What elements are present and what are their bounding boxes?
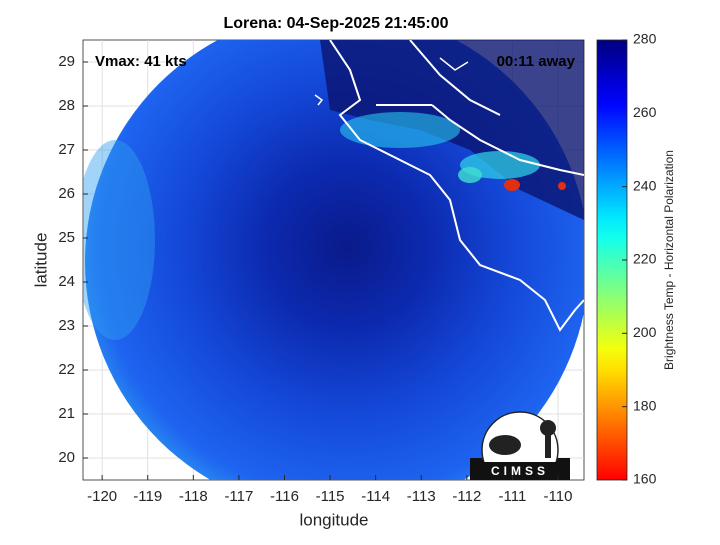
x-tick-label: -114 (361, 488, 390, 505)
edge-band (83, 140, 155, 340)
chart-title: Lorena: 04-Sep-2025 21:45:00 (224, 15, 449, 32)
coastline (329, 40, 584, 332)
x-tick-label: -120 (87, 488, 117, 505)
y-tick-label: 22 (58, 361, 75, 378)
y-tick-label: 20 (58, 449, 75, 466)
x-axis-label: longitude (299, 510, 368, 529)
logo-text: CIMSS (491, 464, 549, 478)
y-tick-label: 26 (58, 185, 75, 202)
y-axis-label: latitude (31, 233, 50, 288)
y-tick-label: 23 (58, 317, 75, 334)
imagery: CIMSS (83, 40, 584, 480)
coastline (376, 40, 584, 176)
colorbar-tick-label: 200 (633, 324, 657, 340)
x-tick-label: -111 (499, 488, 527, 505)
x-tick-label: -118 (179, 488, 208, 505)
annotation: 00:11 away (497, 53, 576, 70)
x-tick-label: -116 (270, 488, 299, 505)
hot-spot (504, 179, 520, 191)
warm-patch (340, 112, 460, 148)
swath-disc (85, 40, 584, 480)
hot-spot (558, 182, 566, 190)
x-tick-label: -112 (452, 488, 481, 505)
y-tick-label: 29 (58, 53, 75, 70)
x-tick-label: -110 (544, 488, 573, 505)
annotation: Vmax: 41 kts (95, 53, 187, 70)
cimss-logo: CIMSS (470, 411, 570, 480)
colorbar-tick-label: 240 (633, 177, 657, 193)
colorbar-tick-label: 180 (633, 397, 657, 413)
y-tick-label: 28 (58, 97, 75, 114)
colorbar-label: Brightness Temp - Horizontal Polarizatio… (662, 150, 676, 370)
colorbar-tick-label: 160 (633, 471, 657, 487)
x-tick-label: -119 (133, 488, 162, 505)
x-tick-label: -113 (407, 488, 436, 505)
island (314, 57, 469, 106)
y-tick-label: 24 (58, 273, 75, 290)
y-tick-label: 27 (58, 141, 75, 158)
y-tick-label: 21 (58, 405, 75, 422)
colorbar-tick-label: 260 (633, 104, 657, 120)
x-tick-label: -117 (224, 488, 253, 505)
warm-patch (458, 167, 482, 183)
y-tick-label: 25 (58, 229, 75, 246)
x-tick-label: -115 (316, 488, 345, 505)
colorbar-tick-label: 280 (633, 31, 657, 47)
colorbar-tick-label: 220 (633, 251, 657, 267)
